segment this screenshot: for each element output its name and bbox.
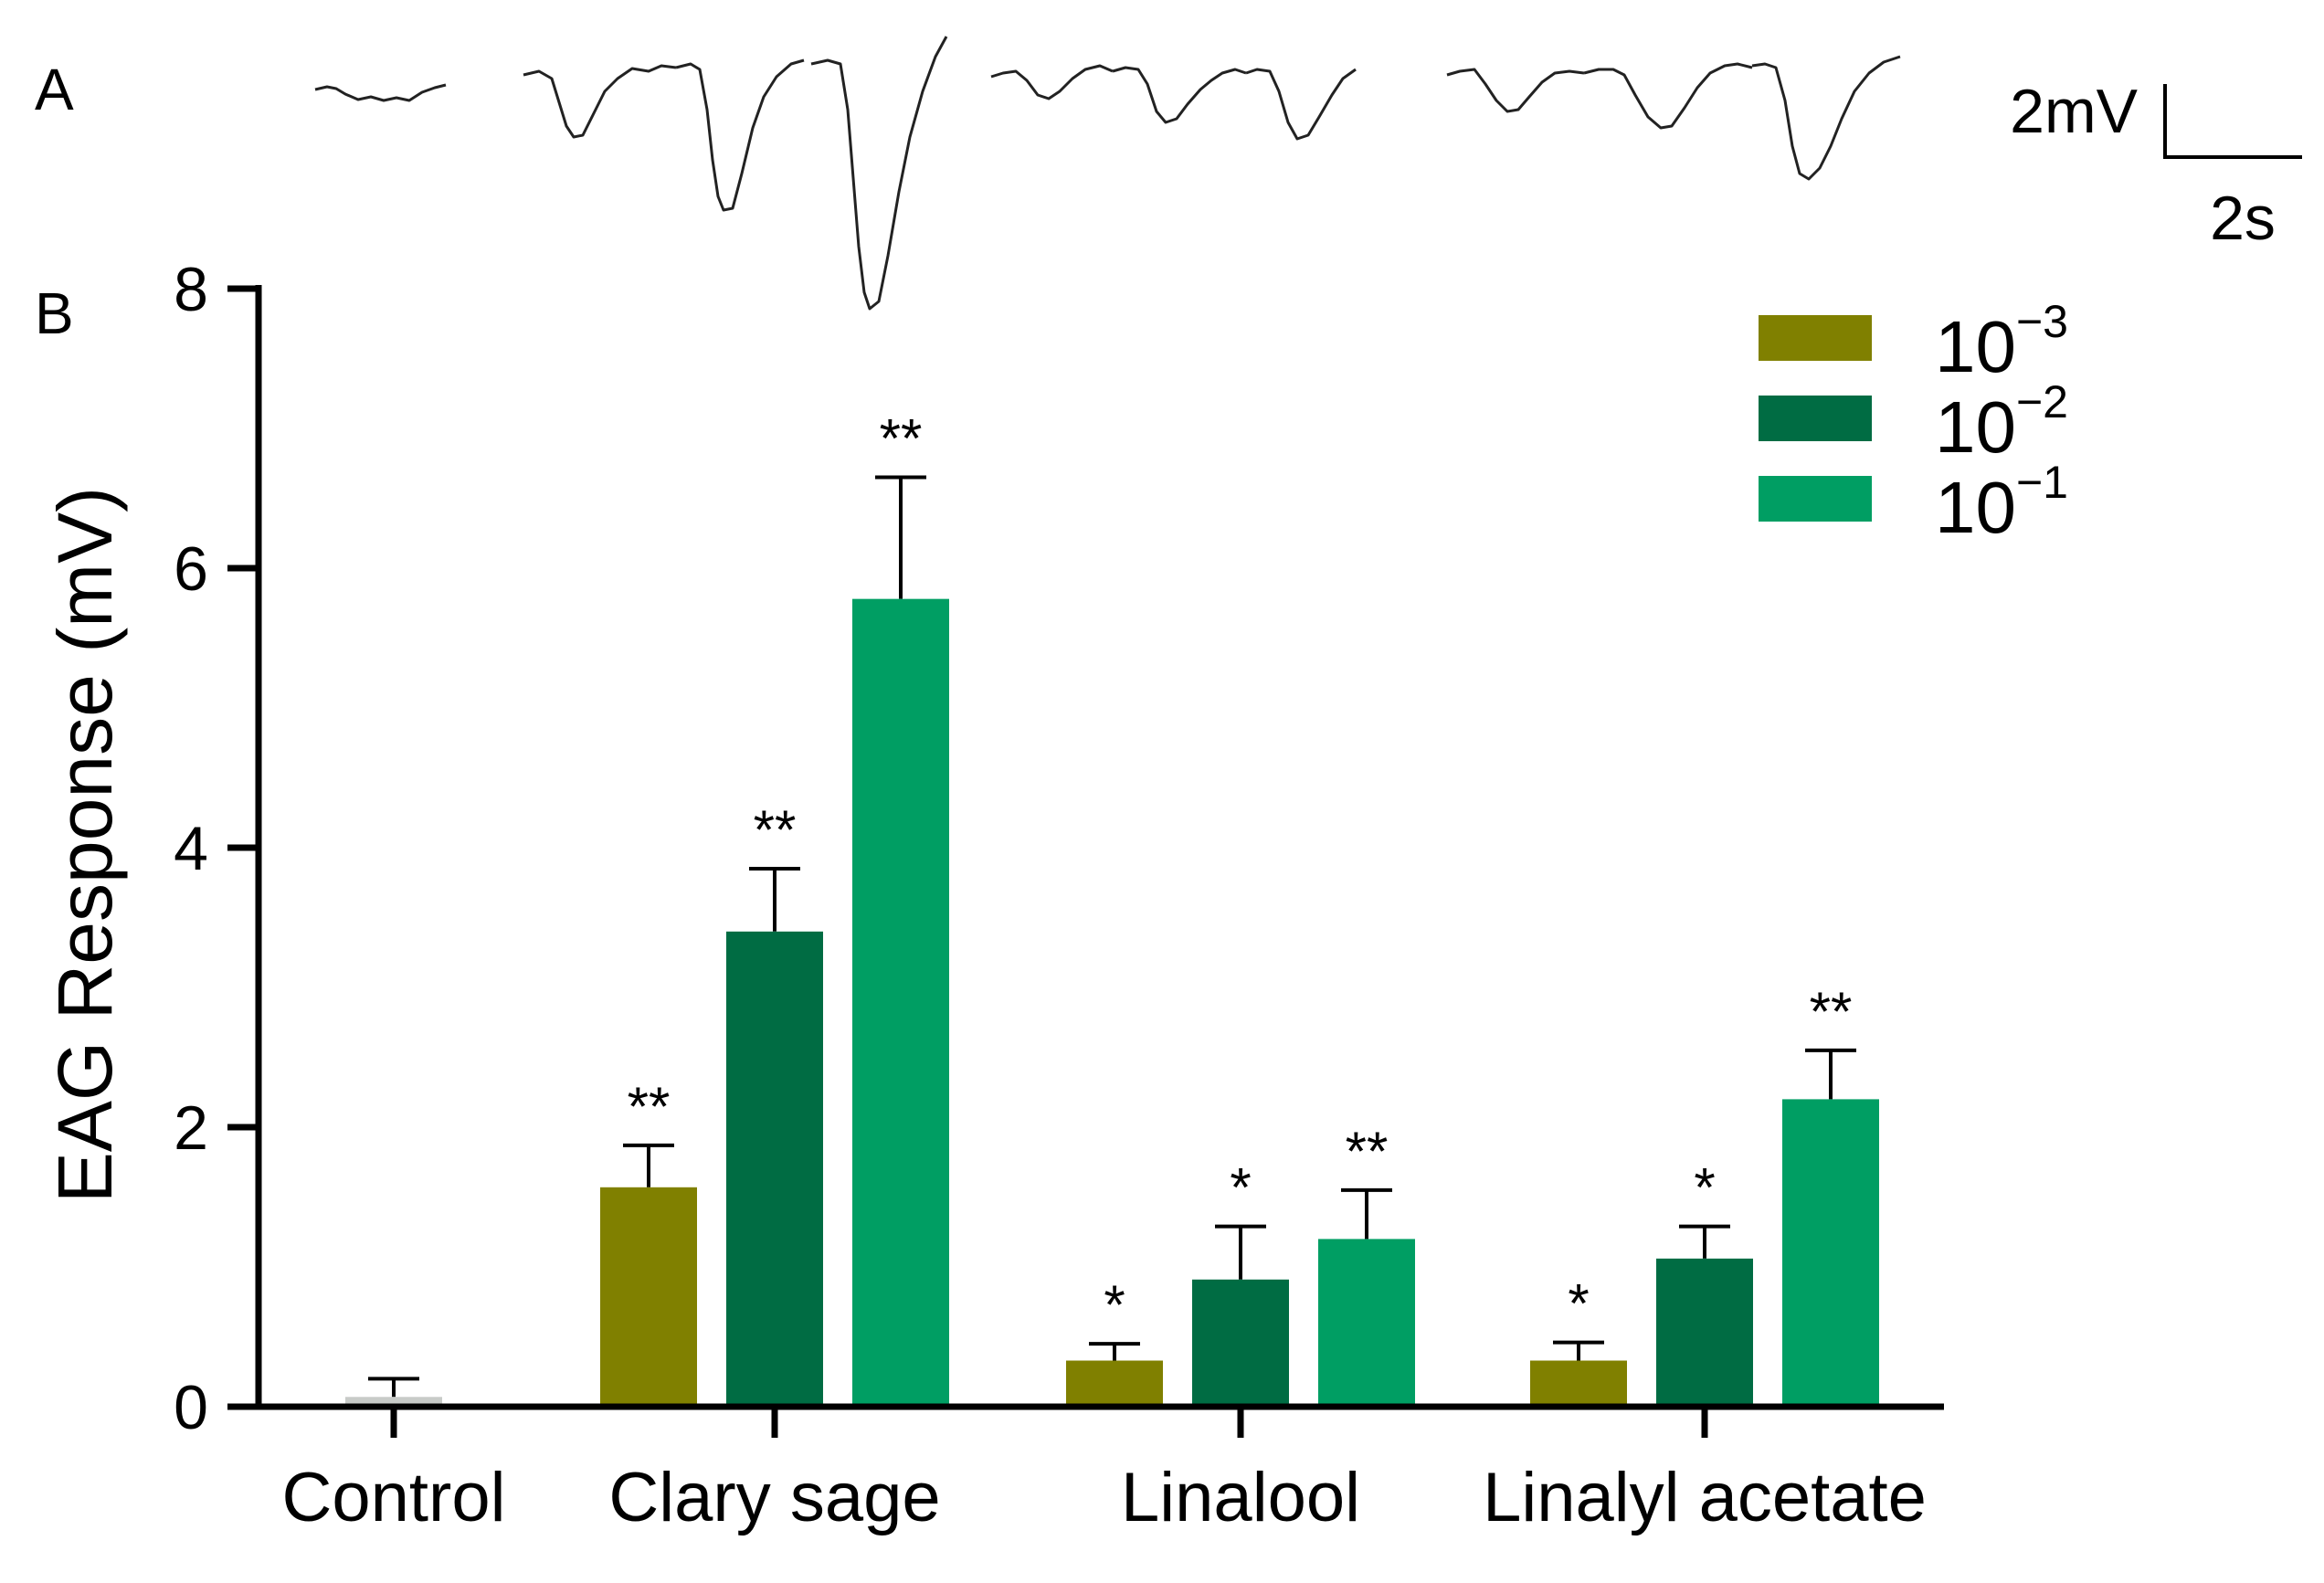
sig-linalyl-acetate-10e-1: ** [1810,981,1853,1042]
legend-label-2: 10−2 [1935,376,2068,468]
trace-clary-1e-2 [675,58,805,212]
trace-linalyl-1e-1 [1751,55,1901,181]
sig-linalyl-acetate-10e-2: * [1694,1157,1715,1219]
panel-a-label: A [35,57,74,122]
trace-linalool-1e-2 [1112,66,1247,124]
x-tick-label-clary-sage: Clary sage [608,1459,940,1536]
sig-clary-sage-10e-1: ** [880,408,923,470]
y-tick-label-2: 2 [174,1093,208,1163]
eag-traces [314,36,1901,311]
legend: 10−310−210−1 [1759,296,2068,548]
trace-linalyl-1e-2 [1583,62,1753,130]
x-tick-label-linalyl-acetate: Linalyl acetate [1483,1459,1927,1536]
y-tick-label-6: 6 [174,534,208,604]
sig-linalool-10e-3: * [1104,1274,1125,1335]
bar-linalyl-acetate-10e-1 [1782,1099,1879,1407]
trace-control [314,83,447,102]
scale-bar-voltage-label: 2mV [2010,77,2138,146]
trace-linalyl-1e-3 [1446,68,1585,113]
sig-linalool-10e-1: ** [1346,1121,1389,1182]
y-tick-label-4: 4 [174,814,208,883]
trace-clary-1e-1 [810,36,948,311]
bar-clary-sage-10e-1 [852,598,949,1407]
sig-clary-sage-10e-2: ** [754,799,797,860]
sig-linalyl-acetate-10e-3: * [1568,1273,1589,1335]
trace-linalool-1e-1 [1245,68,1357,141]
y-axis-title: EAG Response (mV) [42,487,128,1203]
scale-bar: 2mV 2s [2010,77,2302,253]
bar-clary-sage-10e-2 [726,931,823,1407]
bar-linalool-10e-2 [1192,1279,1289,1407]
axes-layer: Control Clary sage Linalool Linalyl acetate… [174,255,1944,1536]
legend-swatch-2 [1759,396,1872,441]
legend-label-1: 10−3 [1935,296,2068,387]
y-tick-label-8: 8 [174,255,208,324]
legend-swatch-1 [1759,315,1872,361]
bar-linalool-10e-1 [1318,1239,1415,1407]
trace-linalool-1e-3 [990,64,1114,100]
bars-layer: ************** [345,408,1879,1407]
legend-label-3: 10−1 [1935,457,2068,548]
trace-clary-1e-3 [523,64,677,139]
bar-linalyl-acetate-10e-2 [1656,1258,1753,1407]
bar-control-control [345,1397,442,1407]
legend-swatch-3 [1759,476,1872,522]
sig-clary-sage-10e-3: ** [628,1076,671,1137]
scale-bar-time-label: 2s [2210,184,2276,253]
x-tick-label-linalool: Linalool [1121,1459,1360,1536]
bar-linalool-10e-3 [1066,1360,1163,1407]
panel-b-label: B [35,280,74,346]
bar-linalyl-acetate-10e-3 [1530,1360,1627,1407]
bar-clary-sage-10e-3 [600,1187,697,1407]
x-tick-label-control: Control [282,1459,506,1536]
y-tick-label-0: 0 [174,1373,208,1442]
sig-linalool-10e-2: * [1230,1157,1251,1219]
